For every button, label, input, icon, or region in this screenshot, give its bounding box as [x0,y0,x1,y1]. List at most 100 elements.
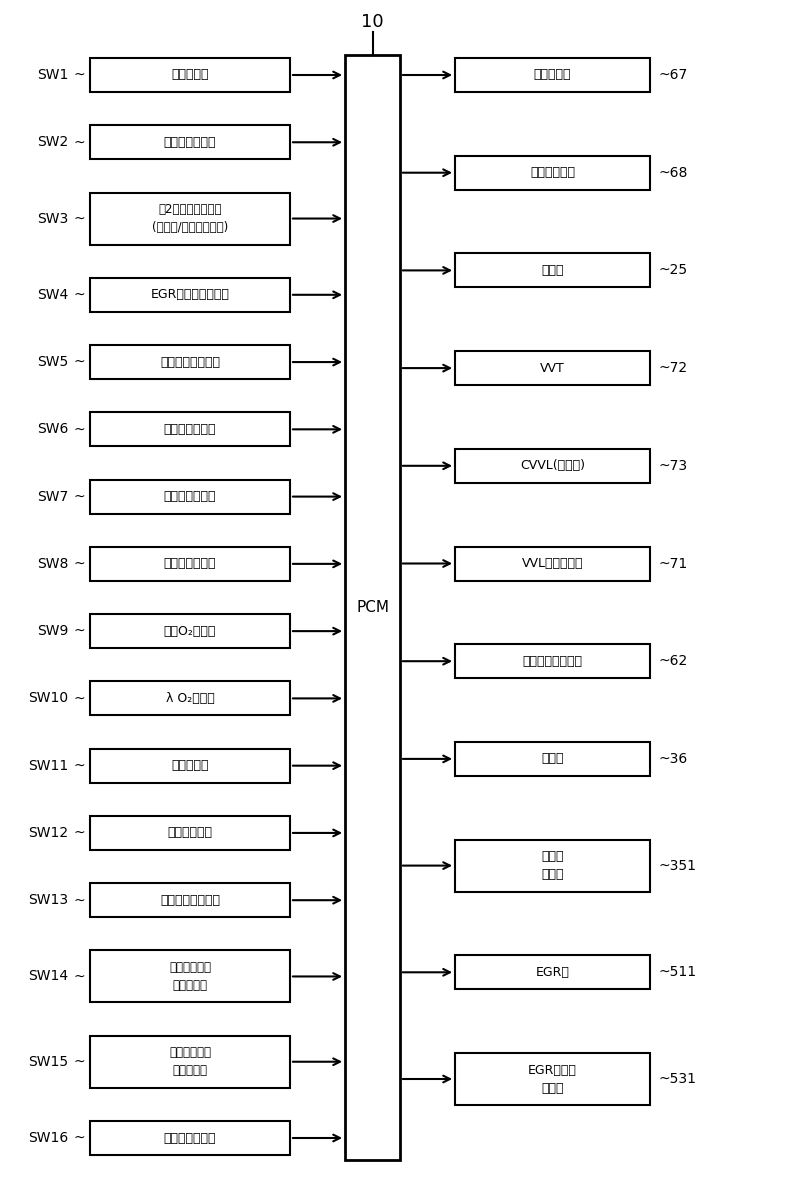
Text: 排气温度传感器: 排气温度传感器 [164,491,216,503]
Text: ~68: ~68 [658,166,687,180]
Text: 中冷器: 中冷器 [542,850,564,863]
Bar [90,58,290,92]
Text: ~: ~ [74,288,85,301]
Text: SW14: SW14 [28,969,68,984]
Text: ~67: ~67 [658,68,687,82]
Text: (中冷器/加热器的下游): (中冷器/加热器的下游) [152,222,228,235]
Text: 旁通阀: 旁通阀 [542,868,564,881]
Text: SW15: SW15 [28,1055,68,1068]
Bar [90,480,290,513]
Text: SW11: SW11 [28,759,68,773]
Text: ~: ~ [74,1055,85,1068]
Bar [90,125,290,160]
Text: λ O₂传感器: λ O₂传感器 [166,692,214,705]
Text: ~25: ~25 [658,263,687,278]
Text: ~: ~ [74,692,85,705]
Bar [455,58,650,92]
Text: 旁通阀: 旁通阀 [542,1081,564,1095]
Bar [90,950,290,1003]
Text: ~: ~ [74,423,85,436]
Bar [455,351,650,385]
Bar [455,955,650,990]
Text: 直喷喷射器: 直喷喷射器 [534,69,571,81]
Bar [90,278,290,312]
Text: 线性O₂传感器: 线性O₂传感器 [164,624,216,637]
Bar [90,1121,290,1155]
Bar [345,55,400,1160]
Bar [90,412,290,447]
Bar [90,1036,290,1087]
Text: SW13: SW13 [28,893,68,908]
Text: SW1: SW1 [37,68,68,82]
Text: SW2: SW2 [37,136,68,149]
Text: 凸轮角传感器: 凸轮角传感器 [169,961,211,974]
Text: 第2进气温度传感器: 第2进气温度传感器 [158,202,222,216]
Text: ~: ~ [74,969,85,984]
Bar [90,816,290,850]
Bar [455,644,650,678]
Text: 10: 10 [361,13,384,31]
Text: PCM: PCM [356,600,389,615]
Bar [90,193,290,244]
Text: ~531: ~531 [658,1072,696,1086]
Bar [455,449,650,482]
Bar [90,681,290,716]
Text: CVVL(进气侧): CVVL(进气侧) [520,460,585,473]
Text: （进气侧）: （进气侧） [173,979,207,992]
Text: SW10: SW10 [28,692,68,705]
Text: ~: ~ [74,136,85,149]
Text: ~: ~ [74,893,85,908]
Bar [90,749,290,782]
Text: 凸轮角传感器: 凸轮角传感器 [169,1046,211,1059]
Text: ~73: ~73 [658,459,687,473]
Bar [90,345,290,379]
Text: ~351: ~351 [658,859,696,873]
Bar [90,615,290,648]
Text: ~36: ~36 [658,752,687,766]
Bar [455,254,650,287]
Text: 气流传感器: 气流传感器 [171,69,209,81]
Text: 进气温度传感器: 进气温度传感器 [164,136,216,149]
Bar [90,547,290,581]
Text: SW7: SW7 [37,490,68,504]
Text: 高压燃料供应系统: 高压燃料供应系统 [522,655,582,668]
Text: ~: ~ [74,212,85,225]
Text: 加速器开度传感器: 加速器开度传感器 [160,893,220,906]
Text: VVT: VVT [540,362,565,375]
Text: EGR气体温度传感器: EGR气体温度传感器 [150,288,230,301]
Bar [455,840,650,892]
Text: ~72: ~72 [658,361,687,375]
Text: ~71: ~71 [658,556,687,570]
Text: （排气侧）: （排气侧） [173,1065,207,1077]
Text: SW3: SW3 [37,212,68,225]
Text: SW5: SW5 [37,355,68,369]
Text: 水温传感器: 水温传感器 [171,759,209,772]
Bar [455,156,650,189]
Text: ~: ~ [74,355,85,369]
Text: ~: ~ [74,1131,85,1145]
Text: ~: ~ [74,624,85,638]
Text: 进气口喷射器: 进气口喷射器 [530,167,575,179]
Text: 火花塞: 火花塞 [542,264,564,276]
Text: EGR冷却器: EGR冷却器 [528,1064,577,1077]
Text: SW6: SW6 [37,423,68,436]
Text: SW8: SW8 [37,557,68,570]
Text: SW4: SW4 [37,288,68,301]
Bar [455,1053,650,1105]
Text: ~511: ~511 [658,965,696,979]
Text: SW16: SW16 [28,1131,68,1145]
Text: 曲柄角传感器: 曲柄角传感器 [167,827,213,840]
Text: SW12: SW12 [28,825,68,840]
Text: ~62: ~62 [658,654,687,668]
Text: 节气阀: 节气阀 [542,753,564,766]
Text: ~: ~ [74,490,85,504]
Text: ~: ~ [74,825,85,840]
Text: ~: ~ [74,759,85,773]
Bar [90,884,290,917]
Text: 缸内压力传感器: 缸内压力传感器 [164,423,216,436]
Text: EGR阀: EGR阀 [535,966,570,979]
Text: 燃料压力传感器: 燃料压力传感器 [164,1131,216,1145]
Text: 进气口温度传感器: 进气口温度传感器 [160,356,220,368]
Bar [455,547,650,580]
Text: ~: ~ [74,557,85,570]
